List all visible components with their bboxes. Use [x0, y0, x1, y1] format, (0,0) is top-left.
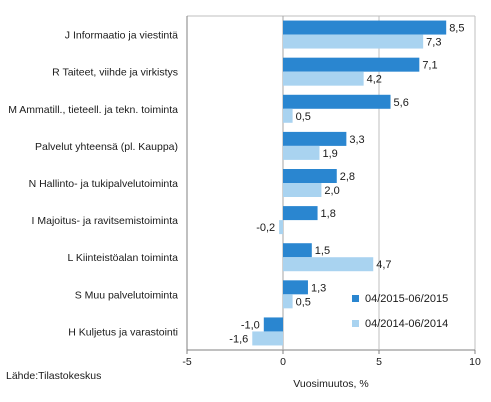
data-label-series-1: 2,8	[340, 171, 355, 183]
x-tick-label: 10	[469, 356, 481, 368]
bar-series-1	[283, 131, 347, 146]
category-label: J Informaatio ja viestintä	[65, 30, 178, 42]
data-label-series-2: 0,5	[296, 111, 311, 123]
bar-series-2	[283, 145, 320, 160]
data-label-series-1: 7,1	[422, 60, 437, 72]
legend-label-series-1: 04/2015-06/2015	[365, 293, 448, 305]
data-label-series-2: 1,9	[322, 148, 337, 160]
x-axis-title: Vuosimuutos, %	[293, 378, 368, 390]
category-label: H Kuljetus ja varastointi	[68, 326, 178, 338]
source-note: Lähde:Tilastokeskus	[6, 370, 102, 382]
data-label-series-1: -1,0	[241, 319, 260, 331]
bar-series-1	[283, 243, 312, 258]
data-label-series-1: 8,5	[449, 23, 464, 35]
data-label-series-2: 4,2	[367, 74, 382, 86]
bar-series-1	[283, 20, 447, 35]
bar-series-1	[283, 206, 318, 221]
data-label-series-2: 2,0	[324, 185, 339, 197]
category-labels: J Informaatio ja viestintä R Taiteet, vii…	[8, 30, 178, 339]
bar-series-2	[252, 331, 283, 346]
bars	[252, 20, 447, 346]
x-tick-label: 0	[280, 356, 286, 368]
bar-series-2	[283, 257, 374, 272]
data-label-series-2: 4,7	[376, 259, 391, 271]
data-label-series-1: 1,3	[311, 282, 326, 294]
category-label: I Majoitus- ja ravitsemistoiminta	[32, 215, 179, 227]
bar-series-1	[283, 280, 308, 295]
legend-swatch-series-2	[352, 320, 359, 327]
x-ticks: -5 0 5 10	[182, 350, 481, 368]
data-label-series-2: -0,2	[256, 222, 275, 234]
legend: 04/2015-06/2015 04/2014-06/2014	[352, 293, 448, 330]
bar-series-1	[283, 94, 391, 109]
bar-series-2	[283, 108, 293, 123]
bar-series-1	[283, 169, 337, 183]
data-label-series-2: -1,6	[229, 333, 248, 345]
bar-series-2	[283, 294, 293, 309]
legend-swatch-series-1	[352, 295, 359, 302]
data-label-series-2: 0,5	[296, 296, 311, 308]
data-label-series-1: 1,8	[321, 208, 336, 220]
category-label: Palvelut yhteensä (pl. Kauppa)	[35, 141, 178, 153]
category-label: M Ammatill., tieteell. ja tekn. toiminta	[8, 104, 178, 116]
data-label-series-2: 7,3	[426, 37, 441, 49]
value-labels: 8,5 7,1 5,6 3,3 2,8 1,8 1,5 1,3 -1,0 7,3 4,2 0,5 1,9…	[229, 23, 464, 346]
category-label: R Taiteet, viihde ja virkistys	[52, 67, 178, 79]
x-tick-label: -5	[182, 356, 191, 368]
category-label: L Kiinteistöalan toiminta	[67, 252, 178, 264]
bar-series-2	[283, 183, 322, 197]
bar-series-1	[263, 317, 283, 332]
category-label: S Muu palvelutoiminta	[75, 289, 178, 301]
x-tick-label: 5	[376, 356, 382, 368]
bar-series-2	[279, 220, 283, 235]
bar-series-1	[283, 57, 420, 72]
category-label: N Hallinto- ja tukipalvelutoiminta	[29, 178, 179, 190]
bar-series-2	[283, 34, 424, 49]
bar-series-2	[283, 71, 364, 86]
data-label-series-1: 1,5	[315, 245, 330, 257]
data-label-series-1: 5,6	[394, 97, 409, 109]
data-label-series-1: 3,3	[349, 134, 364, 146]
legend-label-series-2: 04/2014-06/2014	[365, 318, 448, 330]
